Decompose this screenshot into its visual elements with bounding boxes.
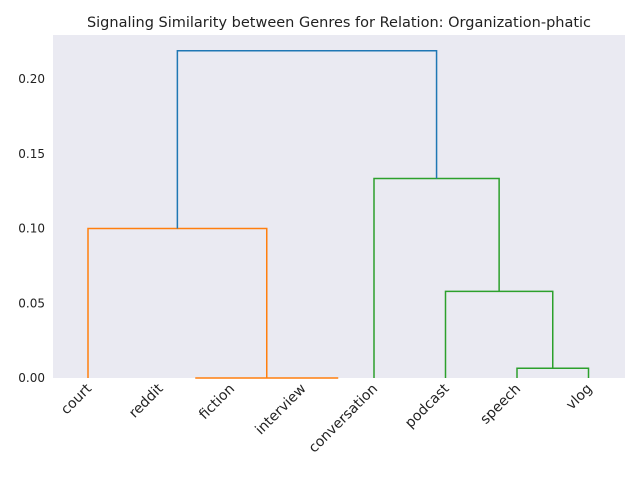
dendrogram-link <box>87 227 268 378</box>
x-tick-label: interview <box>252 381 309 438</box>
x-tick-label: podcast <box>402 381 453 432</box>
x-tick-label: vlog <box>563 381 595 413</box>
y-axis: 0.00 0.05 0.10 0.15 0.20 <box>18 72 45 385</box>
plot-background <box>53 35 625 378</box>
y-tick-label: 0.05 <box>18 296 45 310</box>
chart-title: Signaling Similarity between Genres for … <box>87 15 591 31</box>
x-tick-label: speech <box>477 381 524 428</box>
x-tick-label: court <box>58 381 95 418</box>
x-tick-label: reddit <box>126 381 167 422</box>
x-tick-label: fiction <box>196 381 238 423</box>
dendrogram-link <box>176 49 438 229</box>
dendrogram-links <box>87 49 590 379</box>
x-tick-label: conversation <box>306 381 381 456</box>
y-tick-label: 0.15 <box>18 147 45 161</box>
y-tick-label: 0.00 <box>18 371 45 385</box>
dendrogram-link <box>444 290 554 378</box>
y-tick-label: 0.10 <box>18 222 45 236</box>
y-tick-label: 0.20 <box>18 72 45 86</box>
